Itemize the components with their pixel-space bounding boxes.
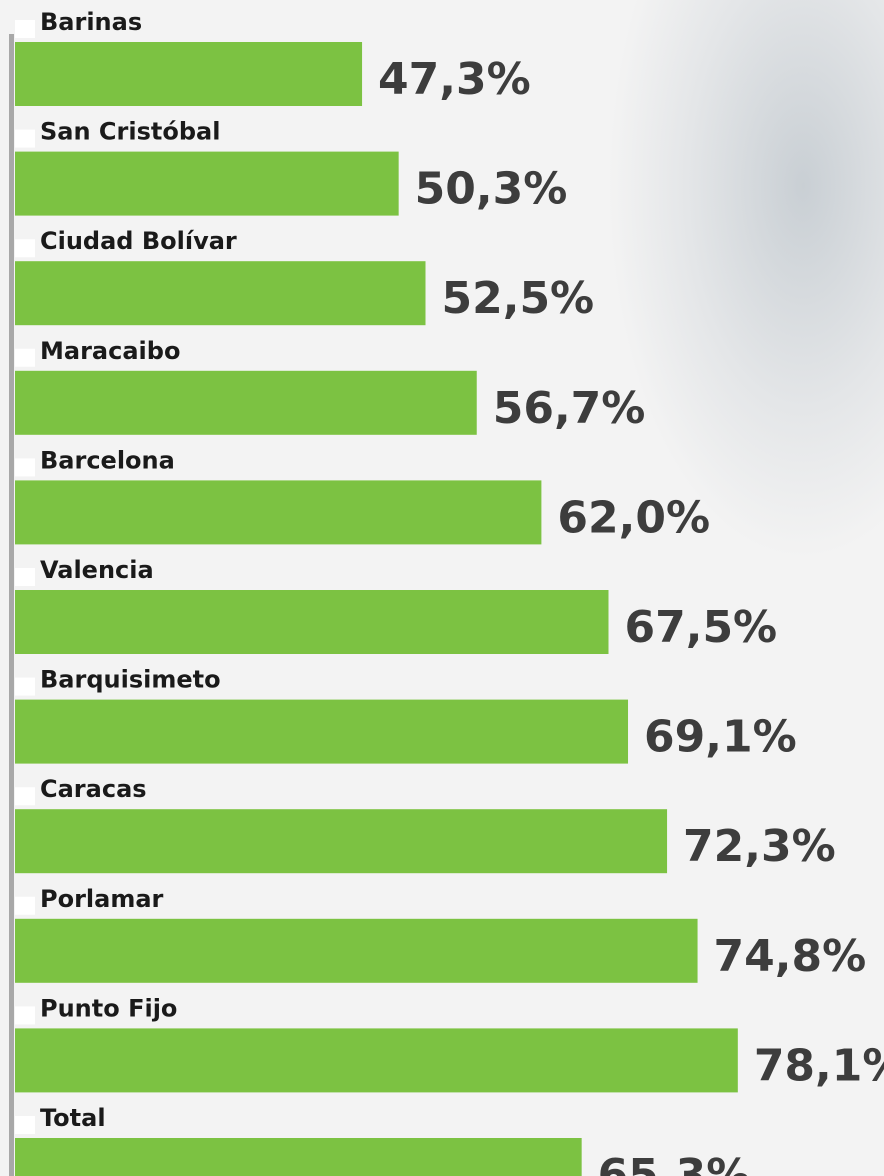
category-label: Barquisimeto xyxy=(40,666,221,694)
label-tab xyxy=(15,458,35,476)
value-label: 67,5% xyxy=(625,602,778,653)
bar xyxy=(15,371,477,435)
category-label: Barcelona xyxy=(40,446,175,474)
label-tab xyxy=(15,239,35,257)
label-tab xyxy=(15,897,35,915)
label-tab xyxy=(15,568,35,586)
label-tab xyxy=(15,787,35,805)
value-label: 47,3% xyxy=(378,54,531,105)
bar xyxy=(15,480,541,544)
axis-line xyxy=(9,34,14,1176)
category-label: San Cristóbal xyxy=(40,118,220,146)
bar xyxy=(15,261,426,325)
bar xyxy=(15,919,698,983)
bar xyxy=(15,42,362,106)
category-label: Total xyxy=(40,1104,106,1132)
value-label: 56,7% xyxy=(493,383,646,434)
category-label: Caracas xyxy=(40,775,147,803)
category-label: Maracaibo xyxy=(40,337,180,365)
bar xyxy=(15,1138,582,1176)
label-tab xyxy=(15,130,35,148)
category-label: Punto Fijo xyxy=(40,994,177,1022)
label-tab xyxy=(15,20,35,38)
label-tab xyxy=(15,1116,35,1134)
chart: Barinas 47,3% San Cristóbal 50,3% Ciudad Bol… xyxy=(0,0,884,1176)
value-label: 74,8% xyxy=(714,931,867,982)
category-label: Ciudad Bolívar xyxy=(40,227,237,255)
label-tab xyxy=(15,349,35,367)
value-label: 78,1% xyxy=(754,1040,884,1091)
bar xyxy=(15,590,609,654)
label-tab xyxy=(15,678,35,696)
value-label: 69,1% xyxy=(644,712,797,763)
bar xyxy=(15,152,399,216)
label-tab xyxy=(15,1006,35,1024)
category-label: Valencia xyxy=(40,556,154,584)
page: {"chart_data": {"type": "bar", "orientat… xyxy=(0,0,884,1176)
bar xyxy=(15,809,667,873)
bar xyxy=(15,1028,738,1092)
category-label: Barinas xyxy=(40,8,142,36)
category-label: Porlamar xyxy=(40,885,164,913)
value-label: 50,3% xyxy=(415,164,568,215)
value-label: 65,3% xyxy=(598,1150,751,1176)
value-label: 72,3% xyxy=(683,821,836,872)
bar xyxy=(15,700,628,764)
value-label: 52,5% xyxy=(442,273,595,324)
value-label: 62,0% xyxy=(557,492,710,543)
